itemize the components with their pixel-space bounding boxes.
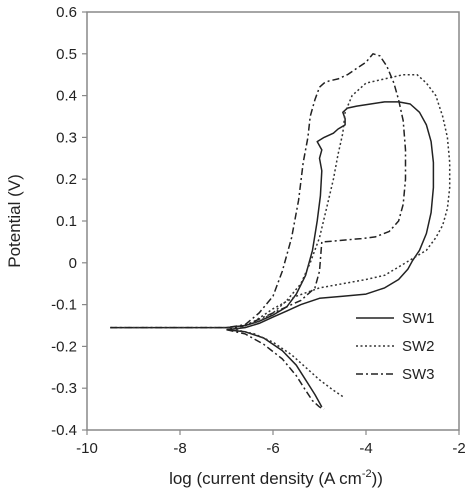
- series-line-sw1-cathodic: [226, 328, 323, 408]
- series-line-sw3: [110, 53, 407, 331]
- legend: SW1 SW2 SW3: [356, 310, 435, 383]
- y-tick-label: -0.4: [51, 422, 77, 439]
- series-line-sw3-cathodic: [226, 328, 325, 410]
- y-tick-label: -0.3: [51, 380, 77, 397]
- series-layer: [110, 53, 451, 410]
- y-tick-label: -0.1: [51, 297, 77, 314]
- legend-label-sw3: SW3: [402, 366, 435, 383]
- x-tick-label: -6: [266, 440, 279, 457]
- y-tick-label: 0.5: [56, 46, 77, 63]
- x-tick-label: -8: [173, 440, 186, 457]
- y-tick-label: 0.1: [56, 213, 77, 230]
- y-tick-label: -0.2: [51, 338, 77, 355]
- y-tick-label: 0.6: [56, 4, 77, 21]
- y-tick-label: 0.2: [56, 171, 77, 188]
- legend-label-sw1: SW1: [402, 310, 435, 327]
- x-axis-title-main: log (current density (A cm: [169, 469, 362, 488]
- series-line-sw2: [110, 73, 451, 331]
- x-tick-label: -4: [359, 440, 372, 457]
- series-line-sw1: [110, 101, 435, 331]
- y-tick-label: 0.3: [56, 129, 77, 146]
- x-axis-title-superscript: -2: [362, 468, 372, 480]
- y-axis-title: Potential (V): [5, 174, 24, 268]
- y-tick-label: 0.4: [56, 88, 77, 105]
- x-axis-title-tail: )): [372, 469, 383, 488]
- series-line-sw2-cathodic: [235, 328, 344, 398]
- x-axis-title: log (current density (A cm-2)): [169, 468, 383, 488]
- legend-label-sw2: SW2: [402, 338, 435, 355]
- tick-layer: -0.4 -0.3 -0.2 -0.1 0 0.1 0.2 0.3 0.4 0.5 0.6 -10 -8…: [51, 4, 466, 457]
- x-tick-label: -2: [452, 440, 465, 457]
- y-tick-label: 0: [69, 255, 77, 272]
- x-tick-label: -10: [76, 440, 98, 457]
